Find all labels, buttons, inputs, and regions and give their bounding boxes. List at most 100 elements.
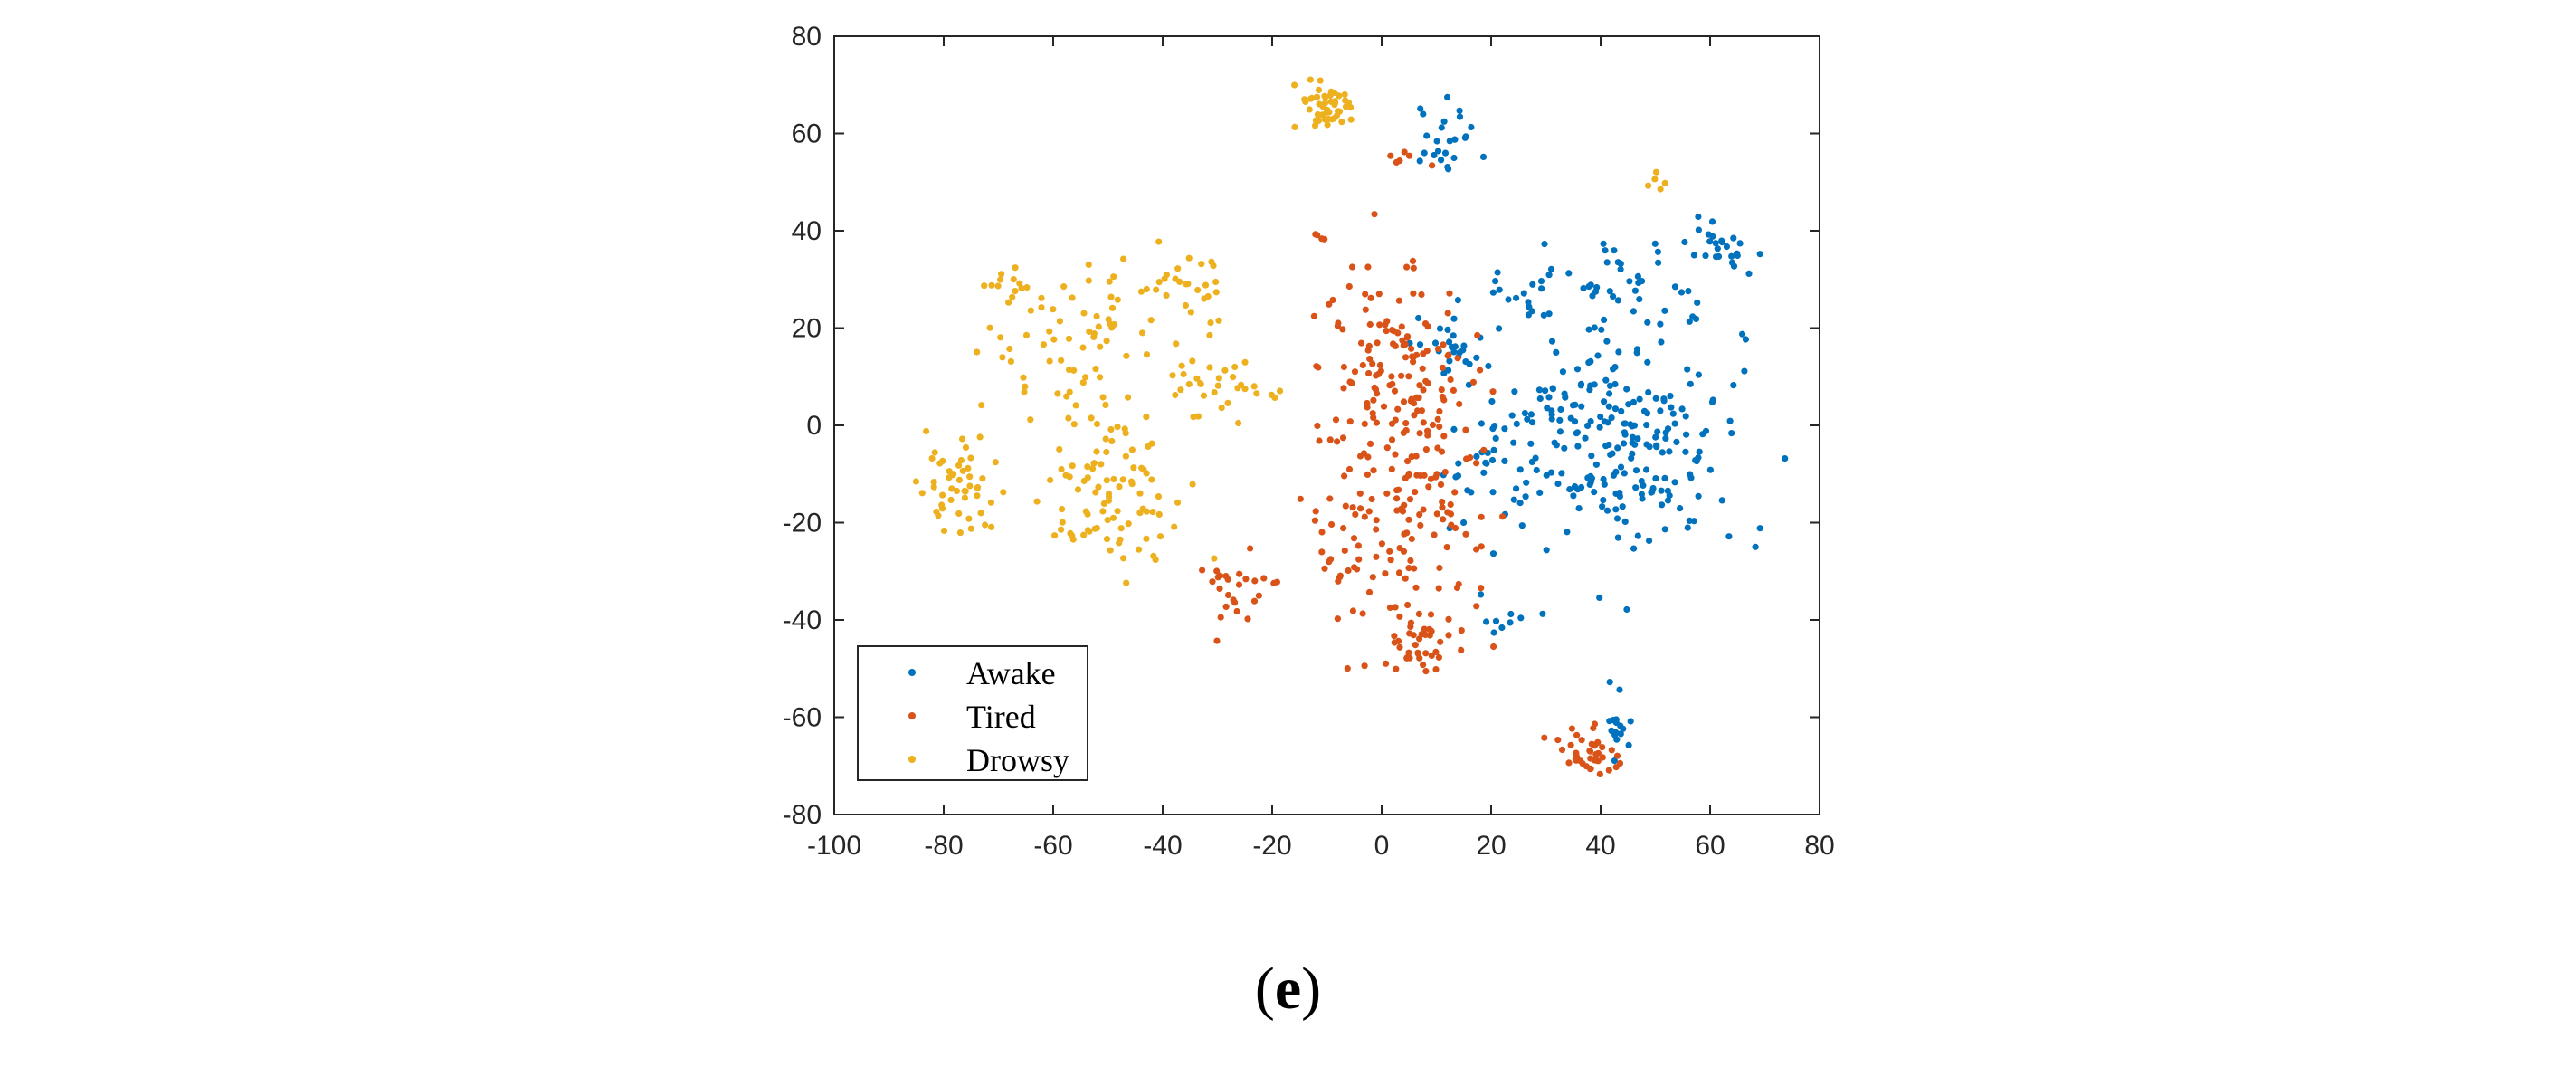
point-drowsy xyxy=(967,525,974,532)
point-drowsy xyxy=(1066,367,1073,374)
point-tired xyxy=(1401,501,1408,509)
point-tired xyxy=(1386,548,1393,555)
point-awake xyxy=(1573,429,1581,436)
point-tired xyxy=(1233,607,1240,615)
point-tired xyxy=(1499,513,1507,520)
point-tired xyxy=(1389,380,1396,387)
point-drowsy xyxy=(1116,483,1123,491)
point-tired xyxy=(1403,654,1411,662)
point-awake xyxy=(1614,297,1621,304)
legend: Awake Tired Drowsy xyxy=(857,645,1088,781)
point-awake xyxy=(1508,412,1516,419)
point-tired xyxy=(1401,148,1408,156)
point-tired xyxy=(1318,235,1326,243)
point-drowsy xyxy=(1155,238,1163,245)
point-awake xyxy=(1525,299,1532,306)
point-tired xyxy=(1387,152,1394,159)
point-drowsy xyxy=(986,324,993,331)
point-awake xyxy=(1628,454,1635,462)
point-tired xyxy=(1444,310,1451,317)
point-awake xyxy=(1736,240,1744,247)
point-awake xyxy=(1582,434,1589,442)
point-drowsy xyxy=(1149,509,1156,516)
point-tired xyxy=(1441,469,1449,476)
point-awake xyxy=(1551,439,1558,446)
point-tired xyxy=(1316,437,1323,444)
point-awake xyxy=(1454,297,1461,304)
point-drowsy xyxy=(959,467,966,474)
point-drowsy xyxy=(1058,357,1065,364)
point-tired xyxy=(1554,737,1562,744)
point-drowsy xyxy=(962,488,969,495)
point-tired xyxy=(1403,263,1411,271)
point-drowsy xyxy=(1315,86,1323,93)
point-drowsy xyxy=(1194,413,1202,420)
point-tired xyxy=(1434,345,1442,353)
point-drowsy xyxy=(1050,306,1057,313)
point-tired xyxy=(1474,331,1481,339)
point-awake xyxy=(1602,443,1610,450)
point-awake xyxy=(1491,423,1498,430)
point-awake xyxy=(1617,260,1624,267)
point-tired xyxy=(1447,500,1454,509)
point-tired xyxy=(1432,648,1440,656)
point-drowsy xyxy=(1091,525,1098,532)
point-tired xyxy=(1386,604,1393,612)
point-awake xyxy=(1734,252,1741,260)
point-drowsy xyxy=(1137,288,1145,295)
point-awake xyxy=(1606,288,1613,295)
point-tired xyxy=(1383,490,1391,497)
point-awake xyxy=(1726,417,1734,424)
point-drowsy xyxy=(1342,97,1349,104)
point-tired xyxy=(1421,320,1430,328)
point-drowsy xyxy=(1221,367,1229,374)
point-awake xyxy=(1654,248,1661,255)
point-awake xyxy=(1564,529,1571,536)
point-drowsy xyxy=(1316,100,1323,108)
point-tired xyxy=(1321,565,1328,572)
point-awake xyxy=(1682,448,1689,455)
point-awake xyxy=(1695,226,1702,233)
point-tired xyxy=(1383,328,1390,335)
point-awake xyxy=(1664,497,1672,504)
point-tired xyxy=(1297,495,1304,502)
point-tired xyxy=(1326,436,1334,443)
point-awake xyxy=(1545,310,1553,318)
point-awake xyxy=(1683,431,1690,438)
point-awake xyxy=(1525,311,1532,319)
point-awake xyxy=(1745,270,1753,277)
point-awake xyxy=(1660,397,1668,405)
point-awake xyxy=(1696,448,1703,455)
point-tired xyxy=(1357,505,1364,512)
point-tired xyxy=(1311,517,1318,524)
point-awake xyxy=(1671,420,1678,427)
point-drowsy xyxy=(1163,291,1170,300)
y-tick-label: 0 xyxy=(806,411,822,441)
point-drowsy xyxy=(1092,489,1099,496)
point-drowsy xyxy=(1140,466,1147,473)
point-tired xyxy=(1412,351,1421,358)
point-tired xyxy=(1380,403,1388,410)
point-drowsy xyxy=(1023,284,1031,291)
point-tired xyxy=(1361,420,1368,427)
point-tired xyxy=(1273,578,1280,586)
point-awake xyxy=(1566,486,1573,493)
point-awake xyxy=(1678,405,1686,413)
point-tired xyxy=(1451,489,1459,496)
point-tired xyxy=(1376,321,1383,329)
point-awake xyxy=(1603,259,1611,266)
point-drowsy xyxy=(955,510,963,518)
point-drowsy xyxy=(1069,462,1076,470)
x-tick-label: 40 xyxy=(1585,831,1615,861)
point-awake xyxy=(1652,395,1659,402)
point-tired xyxy=(1412,489,1419,496)
point-drowsy xyxy=(1080,477,1088,485)
point-awake xyxy=(1523,479,1530,486)
point-tired xyxy=(1398,372,1405,379)
point-awake xyxy=(1492,278,1499,285)
point-awake xyxy=(1521,410,1528,417)
point-awake xyxy=(1607,451,1614,458)
point-awake xyxy=(1416,341,1424,348)
point-tired xyxy=(1586,748,1593,755)
point-awake xyxy=(1659,449,1666,456)
